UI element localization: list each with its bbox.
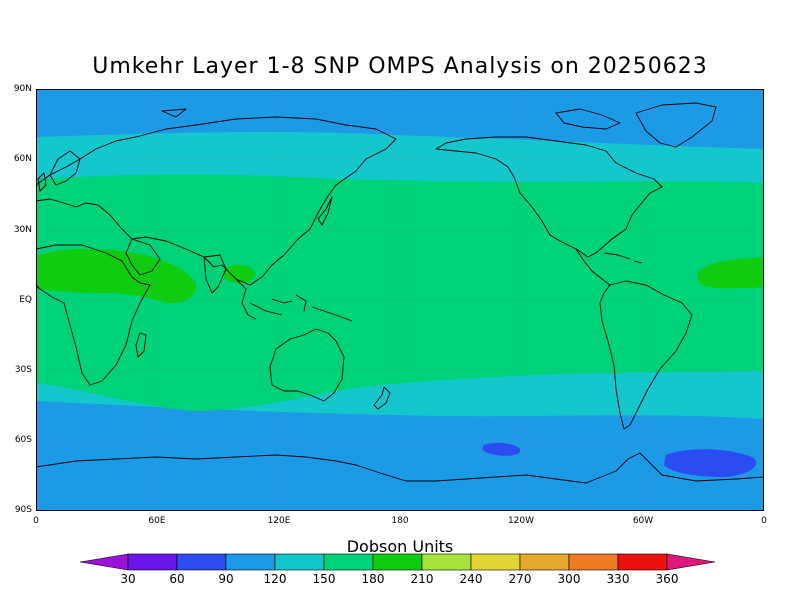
colorbar-tick-label: 120 [263,572,287,586]
coast-eurasia [36,116,397,286]
colorbar-segment [372,553,423,571]
colorbar-tick-label: 270 [508,572,532,586]
coast-arabia [125,238,161,276]
colorbar-segment [568,553,619,571]
map-title: Umkehr Layer 1-8 SNP OMPS Analysis on 20… [92,54,708,79]
coast-new-zealand [373,386,391,410]
lon-label-120e: 120E [267,516,291,526]
coast-india [203,254,227,294]
colorbar-segment [274,553,325,571]
colorbar-tick-label: 330 [606,572,630,586]
coast-north-america [435,136,663,258]
coast-central-america [575,248,611,286]
colorbar-tick-label: 210 [410,572,434,586]
colorbar-tick-label: 30 [120,572,136,586]
colorbar-segment [617,553,668,571]
coast-indonesia [249,294,353,322]
band-150-180 [36,174,764,411]
band-180-210-atlantic [697,257,764,289]
lat-label-30s: 30S [14,365,32,375]
colorbar-arrow-low [80,553,129,571]
graticule [36,89,764,511]
coastlines [36,102,764,484]
coast-japan [317,196,333,226]
coast-arctic-islands [161,108,621,130]
lat-label-30n: 30N [13,225,32,235]
lat-label-90s: 90S [14,505,32,515]
lon-label-60w: 60W [632,516,654,526]
coast-australia [269,328,345,402]
band-180-210-africa [36,248,197,304]
colorbar-arrow-high [666,553,716,571]
coast-se-asia [235,278,257,320]
colorbar-segment [225,553,276,571]
colorbar-segment [127,553,178,571]
coast-south-america [599,280,693,430]
band-60-90-weddell [664,449,757,477]
colorbar-segment [519,553,570,571]
lon-label-180: 180 [391,516,409,526]
coast-scandinavia [49,150,81,186]
band-60-90-pacific [482,442,521,456]
colorbar-segment [470,553,521,571]
coast-britain [37,172,47,192]
colorbar-tick-label: 60 [169,572,185,586]
lat-label-60s: 60S [14,435,32,445]
coast-greenland [635,102,717,148]
lon-label-0-left: 0 [33,516,39,526]
lon-label-0-right: 0 [761,516,767,526]
coast-caribbean [603,252,643,264]
ozone-map [36,89,764,511]
colorbar-tick-label: 90 [218,572,234,586]
lat-label-eq: EQ [19,295,32,305]
lat-label-60n: 60N [13,154,32,164]
colorbar-tick-label: 300 [557,572,581,586]
lon-label-60e: 60E [148,516,166,526]
map-svg [36,89,764,511]
colorbar [80,553,716,571]
colorbar-tick-label: 240 [459,572,483,586]
lat-label-90n: 90N [13,84,32,94]
colorbar-segment [176,553,227,571]
band-180-210-india [222,264,255,284]
colorbar-tick-label: 180 [361,572,385,586]
coast-madagascar [135,332,147,358]
lon-label-120w: 120W [507,516,535,526]
coast-africa [36,244,151,386]
colorbar-segment [323,553,374,571]
map-border [36,89,764,511]
colorbar-segment [421,553,472,571]
colorbar-title: Dobson Units [346,537,454,556]
colorbar-tick-label: 150 [312,572,336,586]
coast-antarctica [36,452,764,484]
colorbar-tick-label: 360 [655,572,679,586]
